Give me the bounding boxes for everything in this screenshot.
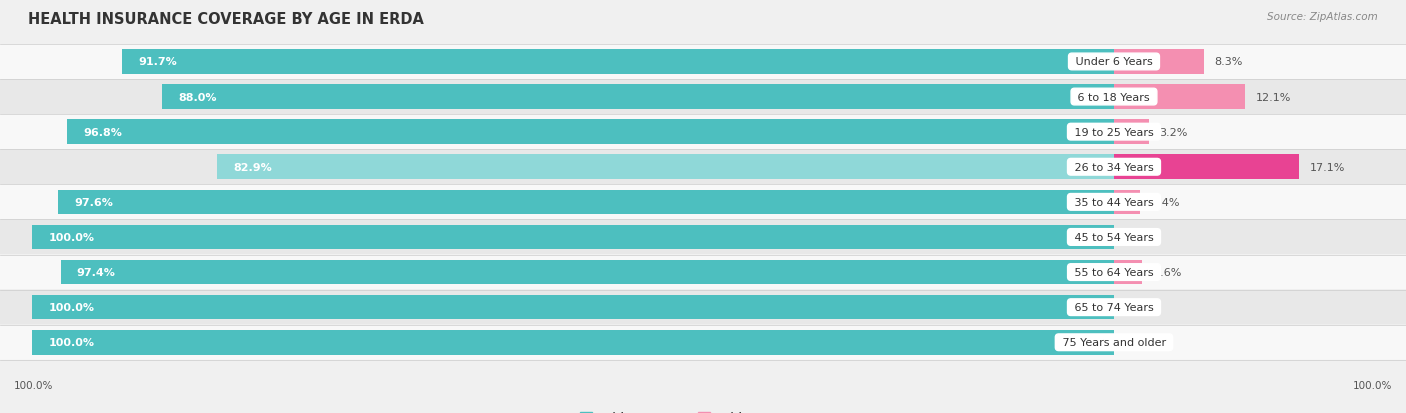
Text: 45 to 54 Years: 45 to 54 Years (1071, 233, 1157, 242)
Bar (1114, 85, 1244, 109)
Text: 0.0%: 0.0% (1125, 233, 1153, 242)
FancyBboxPatch shape (0, 290, 1406, 325)
Text: 100.0%: 100.0% (1353, 380, 1392, 390)
Text: 19 to 25 Years: 19 to 25 Years (1071, 127, 1157, 138)
Text: 91.7%: 91.7% (138, 57, 177, 67)
Text: 6 to 18 Years: 6 to 18 Years (1074, 93, 1153, 102)
Text: 2.6%: 2.6% (1153, 267, 1181, 278)
Text: 100.0%: 100.0% (49, 337, 94, 347)
Text: 0.0%: 0.0% (1125, 302, 1153, 312)
Bar (1114, 50, 1204, 75)
Text: 17.1%: 17.1% (1310, 162, 1346, 172)
Text: HEALTH INSURANCE COVERAGE BY AGE IN ERDA: HEALTH INSURANCE COVERAGE BY AGE IN ERDA (28, 12, 425, 27)
FancyBboxPatch shape (0, 325, 1406, 360)
Bar (32, 330, 1114, 355)
Bar (1114, 260, 1142, 285)
FancyBboxPatch shape (0, 185, 1406, 220)
Bar (1114, 120, 1149, 145)
Text: 2.4%: 2.4% (1150, 197, 1180, 207)
Text: 35 to 44 Years: 35 to 44 Years (1071, 197, 1157, 207)
Text: Under 6 Years: Under 6 Years (1071, 57, 1156, 67)
Text: 97.6%: 97.6% (75, 197, 114, 207)
FancyBboxPatch shape (0, 220, 1406, 255)
Bar (1114, 190, 1140, 215)
Bar (67, 120, 1114, 145)
Text: 100.0%: 100.0% (49, 302, 94, 312)
Bar (60, 260, 1114, 285)
FancyBboxPatch shape (0, 115, 1406, 150)
Text: 65 to 74 Years: 65 to 74 Years (1071, 302, 1157, 312)
Text: 3.2%: 3.2% (1160, 127, 1188, 138)
FancyBboxPatch shape (0, 45, 1406, 80)
Bar (122, 50, 1114, 75)
Text: 82.9%: 82.9% (233, 162, 273, 172)
Text: 8.3%: 8.3% (1215, 57, 1243, 67)
Text: 100.0%: 100.0% (49, 233, 94, 242)
Text: 96.8%: 96.8% (83, 127, 122, 138)
FancyBboxPatch shape (0, 255, 1406, 290)
Text: Source: ZipAtlas.com: Source: ZipAtlas.com (1267, 12, 1378, 22)
Bar (59, 190, 1114, 215)
Text: 0.0%: 0.0% (1125, 337, 1153, 347)
Text: 55 to 64 Years: 55 to 64 Years (1071, 267, 1157, 278)
Bar (218, 155, 1114, 180)
Text: 75 Years and older: 75 Years and older (1059, 337, 1170, 347)
Bar (162, 85, 1114, 109)
Text: 88.0%: 88.0% (179, 93, 217, 102)
Text: 97.4%: 97.4% (77, 267, 115, 278)
Bar (32, 295, 1114, 320)
Text: 26 to 34 Years: 26 to 34 Years (1071, 162, 1157, 172)
Legend: With Coverage, Without Coverage: With Coverage, Without Coverage (575, 406, 831, 413)
Text: 100.0%: 100.0% (14, 380, 53, 390)
FancyBboxPatch shape (0, 80, 1406, 115)
Text: 12.1%: 12.1% (1256, 93, 1291, 102)
Bar (1114, 155, 1299, 180)
Bar (32, 225, 1114, 249)
FancyBboxPatch shape (0, 150, 1406, 185)
